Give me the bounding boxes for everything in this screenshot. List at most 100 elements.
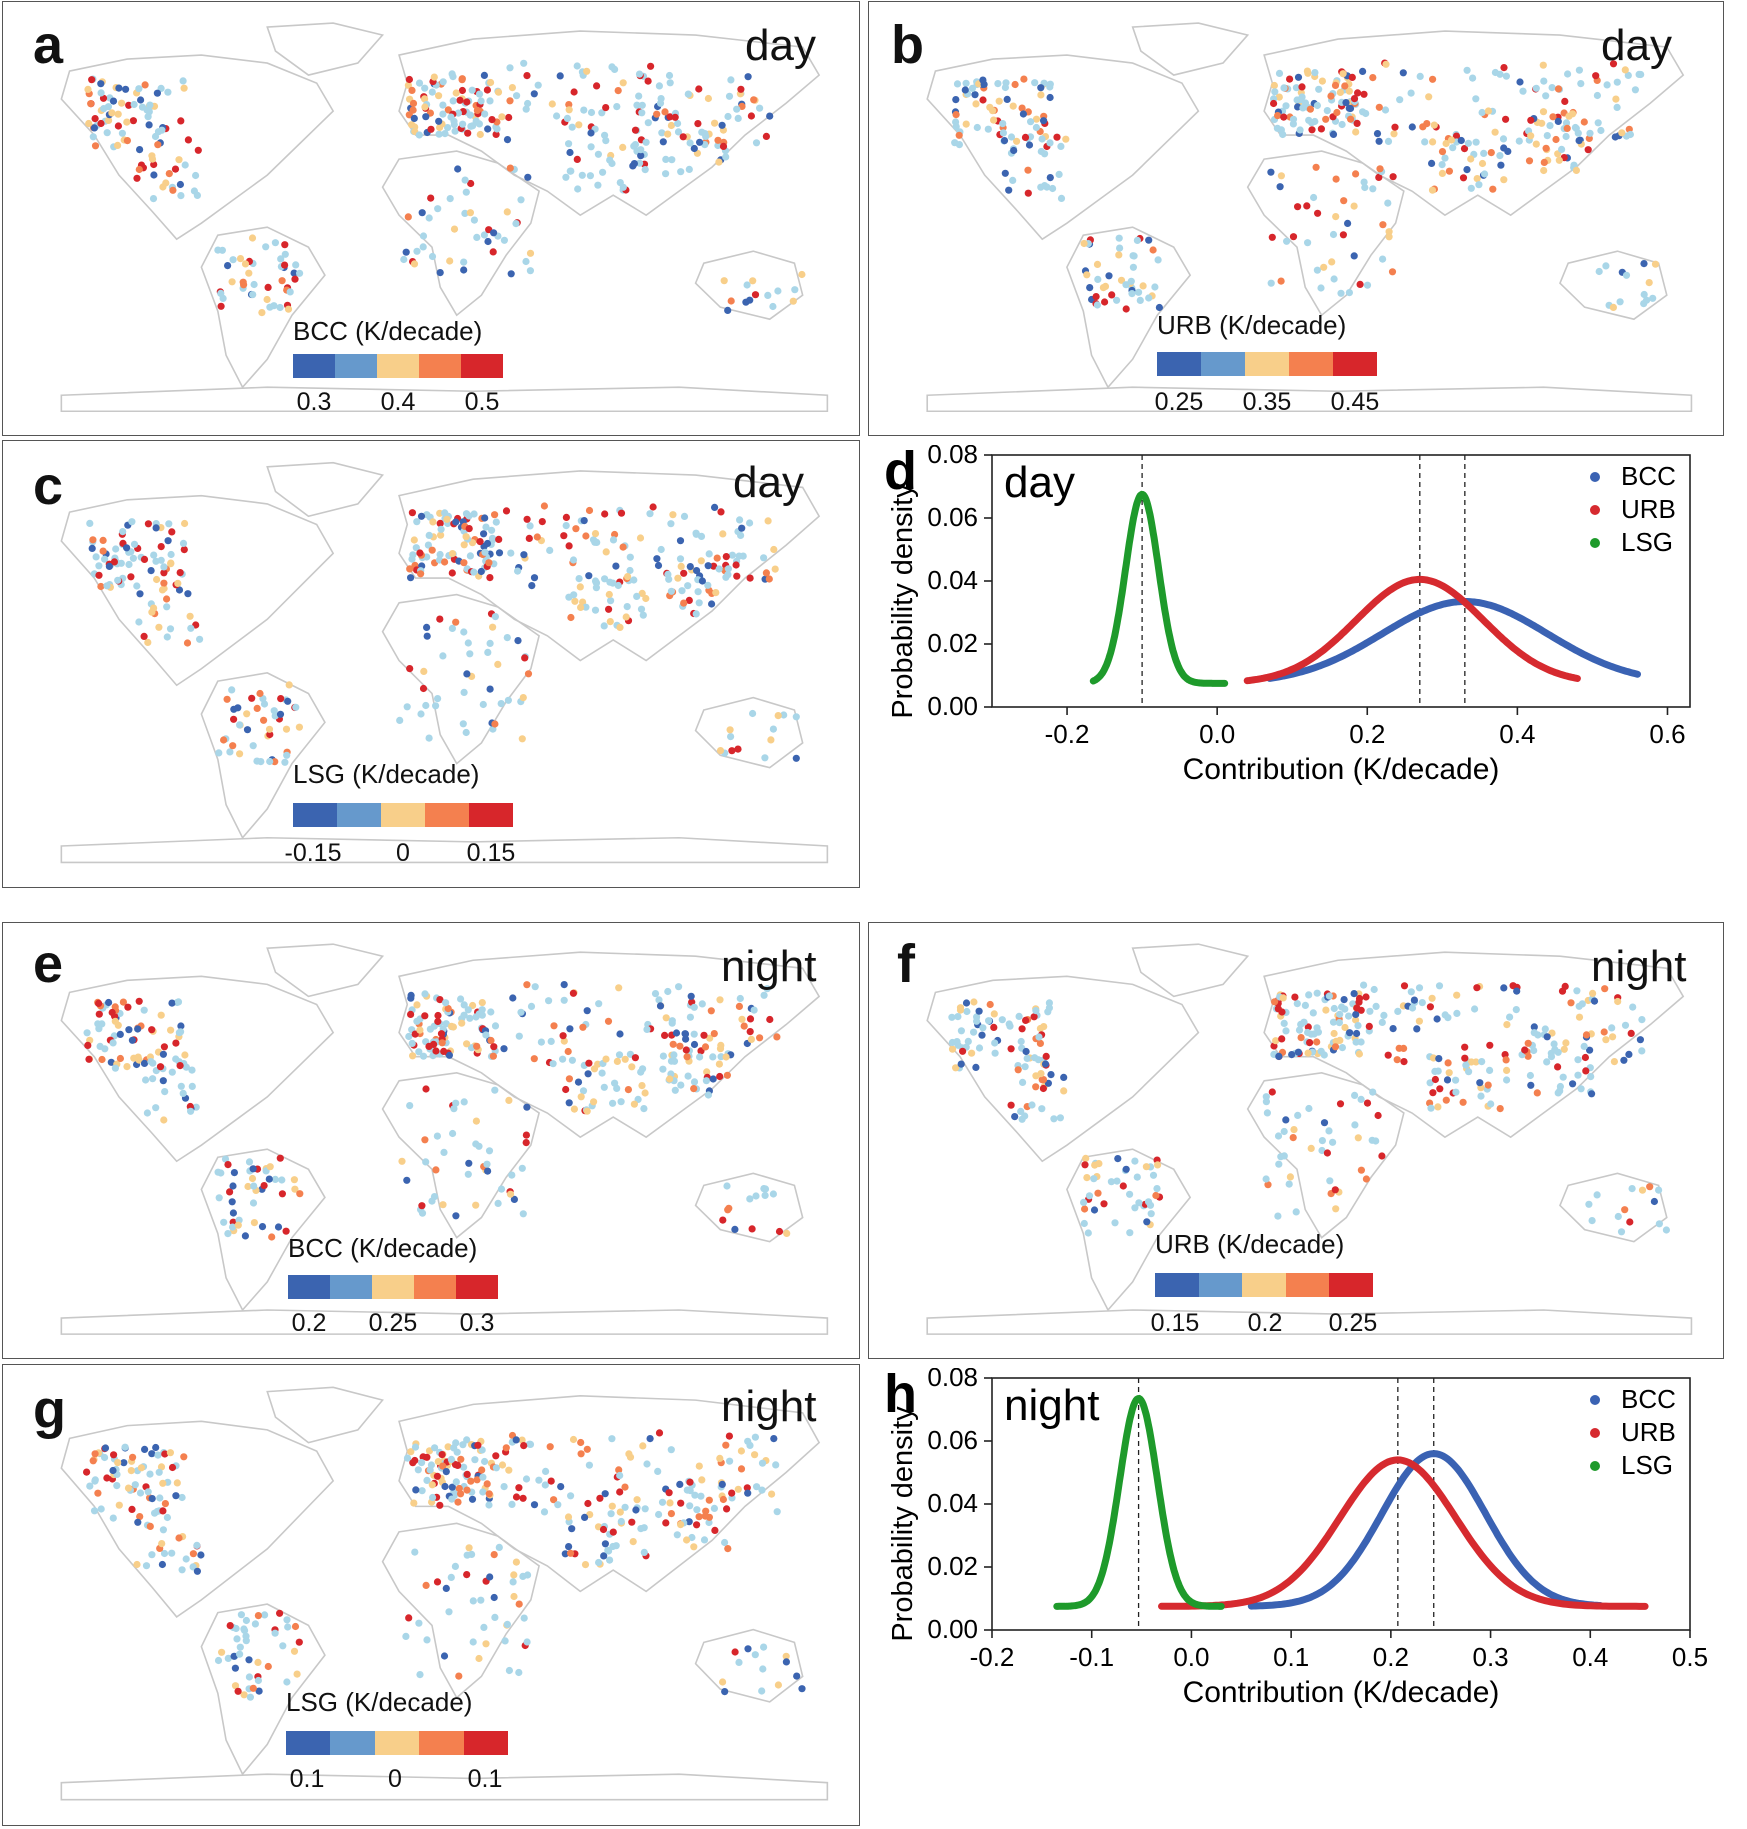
station-dot xyxy=(1155,303,1163,312)
station-dot xyxy=(472,1140,480,1148)
station-dot xyxy=(474,1441,482,1449)
station-dot xyxy=(1378,1018,1386,1026)
station-dot xyxy=(583,67,591,75)
station-dot xyxy=(109,1039,117,1047)
time-label-g: night xyxy=(721,1382,817,1431)
colorbar-tick-a-1: 0.3 xyxy=(296,388,332,416)
station-dot xyxy=(783,1229,791,1237)
station-dot xyxy=(175,1534,183,1542)
y-tick-label: 0.02 xyxy=(927,628,978,658)
station-dot xyxy=(188,1082,196,1090)
station-dot xyxy=(514,637,522,645)
station-dot xyxy=(146,1522,154,1530)
station-dot xyxy=(1279,994,1287,1002)
station-dot xyxy=(1539,108,1548,116)
station-dot xyxy=(494,88,503,96)
station-dot xyxy=(564,1047,572,1056)
station-dot xyxy=(510,1571,518,1579)
station-dot xyxy=(217,302,225,310)
station-dot xyxy=(228,278,236,286)
station-dot xyxy=(617,1517,625,1526)
station-dot xyxy=(1357,1095,1365,1103)
station-dot xyxy=(662,155,670,163)
station-dot xyxy=(419,684,428,693)
land-outline-australia xyxy=(694,696,804,769)
station-dot xyxy=(136,590,144,598)
station-dot xyxy=(1611,133,1619,141)
station-dot xyxy=(111,1017,119,1025)
station-dot xyxy=(254,1676,262,1685)
station-dot xyxy=(103,582,111,590)
station-dot xyxy=(1478,159,1487,168)
station-dot xyxy=(723,1182,731,1190)
station-dot xyxy=(404,213,412,221)
station-dot xyxy=(1312,163,1320,171)
station-dot xyxy=(1484,1081,1492,1089)
station-dot xyxy=(676,537,685,545)
station-dot xyxy=(172,1492,180,1500)
station-dot xyxy=(680,569,688,577)
colorbar-tick-b-2: 0.35 xyxy=(1242,388,1292,416)
station-dot xyxy=(193,1567,201,1575)
station-dot xyxy=(562,173,570,181)
station-dot xyxy=(527,1002,536,1010)
station-dot xyxy=(109,1514,117,1522)
station-dot xyxy=(123,1063,131,1071)
station-dot xyxy=(1286,75,1294,83)
station-dot xyxy=(518,1164,526,1172)
station-dot xyxy=(656,99,665,107)
station-dot xyxy=(682,1035,690,1043)
station-dot xyxy=(1428,186,1437,194)
station-dot xyxy=(145,108,153,116)
station-dot xyxy=(468,539,477,547)
station-dot xyxy=(1301,1001,1309,1009)
station-dot xyxy=(276,1609,284,1617)
station-dot xyxy=(1013,137,1021,145)
station-dot xyxy=(281,250,289,258)
station-dot xyxy=(654,1467,662,1475)
station-dot xyxy=(705,550,713,558)
station-dot xyxy=(90,124,98,132)
station-dot xyxy=(728,1489,736,1497)
station-dot xyxy=(1650,1197,1658,1206)
station-dot xyxy=(167,550,175,559)
station-dot xyxy=(1082,1154,1090,1162)
station-dot xyxy=(1426,1079,1434,1087)
station-dot xyxy=(1400,982,1409,990)
time-label-e: night xyxy=(721,942,817,991)
station-dot xyxy=(995,97,1003,105)
station-dot xyxy=(667,1510,676,1518)
station-dot xyxy=(664,987,672,996)
station-dot xyxy=(1561,97,1569,105)
station-dot xyxy=(667,520,675,528)
station-dot xyxy=(1352,170,1360,178)
station-dot xyxy=(1365,1022,1373,1030)
station-dot xyxy=(396,716,404,724)
station-dot xyxy=(189,1550,197,1558)
station-dot xyxy=(1011,80,1019,89)
station-dot xyxy=(1376,165,1384,173)
station-dot xyxy=(249,1684,257,1692)
station-dot xyxy=(442,1020,450,1028)
station-dot xyxy=(567,1492,575,1500)
station-dot xyxy=(460,688,468,696)
station-dot xyxy=(168,1068,176,1076)
station-dot xyxy=(1145,236,1153,244)
station-dot xyxy=(761,1191,769,1199)
station-dot xyxy=(666,79,674,87)
world-map-e xyxy=(60,943,829,1335)
station-dot xyxy=(412,1486,420,1494)
station-dot xyxy=(240,1625,248,1633)
station-dot xyxy=(119,528,127,536)
station-dot xyxy=(1442,1096,1450,1104)
station-dot xyxy=(293,1670,301,1678)
station-dot xyxy=(1500,176,1508,184)
station-dot xyxy=(665,1489,673,1497)
station-dot xyxy=(626,566,634,575)
station-dot xyxy=(166,1449,174,1457)
station-dot xyxy=(476,538,484,546)
station-dot xyxy=(479,1473,487,1481)
station-dot xyxy=(772,1461,780,1469)
station-dot xyxy=(416,1671,424,1679)
station-dot xyxy=(604,1546,612,1554)
